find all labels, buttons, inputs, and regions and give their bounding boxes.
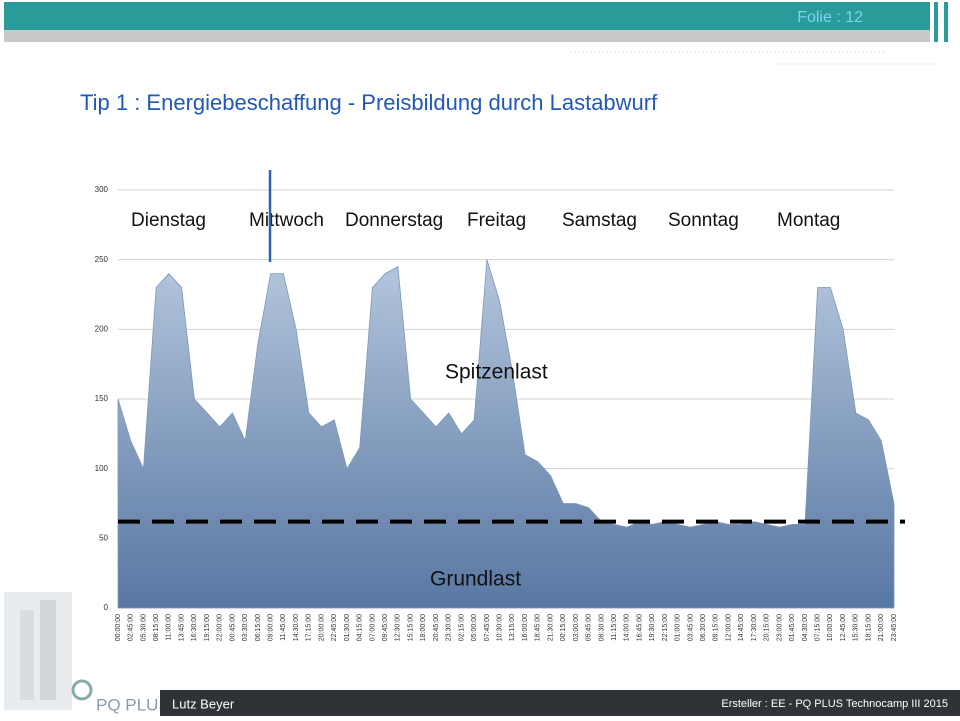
x-tick-label: 14:30:00 — [293, 614, 300, 641]
x-tick-label: 05:30:00 — [140, 614, 147, 641]
x-tick-label: 13:15:00 — [509, 614, 516, 641]
x-tick-label: 09:00:00 — [267, 614, 274, 641]
x-tick-label: 08:30:00 — [598, 614, 605, 641]
x-tick-label: 00:15:00 — [560, 614, 567, 641]
y-tick-label: 300 — [95, 185, 109, 194]
header-edge — [944, 2, 948, 42]
chart: 0 50 100 150 200 250 300 00:00:00 02:45:00 05:30:… — [95, 185, 905, 641]
photo-person — [20, 610, 34, 700]
day-label: Dienstag — [131, 210, 206, 231]
x-tick-label: 22:45:00 — [331, 614, 338, 641]
x-tick-label: 13:45:00 — [178, 614, 185, 641]
x-tick-label: 18:45:00 — [535, 614, 542, 641]
x-tick-label: 09:45:00 — [382, 614, 389, 641]
x-tick-label: 16:45:00 — [636, 614, 643, 641]
x-tick-label: 00:00:00 — [115, 614, 122, 641]
annotation: Spitzenlast — [445, 361, 548, 384]
x-tick-label: 17:15:00 — [306, 614, 313, 641]
day-label: Donnerstag — [345, 210, 443, 231]
x-tick-label: 18:15:00 — [865, 614, 872, 641]
x-tick-label: 03:30:00 — [242, 614, 249, 641]
footer-author: Lutz Beyer — [172, 696, 235, 711]
x-tick-label: 02:45:00 — [128, 614, 135, 641]
x-tick-label: 21:30:00 — [547, 614, 554, 641]
day-label: Mittwoch — [249, 210, 324, 231]
x-tick-label: 01:00:00 — [675, 614, 682, 641]
x-tick-label: 09:15:00 — [713, 614, 720, 641]
x-tick-label: 22:00:00 — [217, 614, 224, 641]
header-stripe — [4, 30, 930, 42]
x-tick-label: 20:45:00 — [433, 614, 440, 641]
area — [117, 259, 895, 609]
logo-mark — [71, 679, 93, 701]
x-tick-label: 06:15:00 — [255, 614, 262, 641]
header-edge — [934, 2, 938, 42]
y-tick-label: 0 — [104, 603, 109, 612]
annotation: Grundlast — [430, 568, 521, 591]
slide-number: Folie : 12 — [797, 9, 863, 26]
x-tick-label: 23:00:00 — [776, 614, 783, 641]
footer-credit: Ersteller : EE - PQ PLUS Technocamp III … — [721, 698, 948, 710]
x-tick-label: 07:15:00 — [815, 614, 822, 641]
x-tick-label: 23:45:00 — [891, 614, 898, 641]
x-tick-label: 11:00:00 — [166, 614, 173, 641]
x-tick-label: 07:00:00 — [369, 614, 376, 641]
x-tick-label: 07:45:00 — [484, 614, 491, 641]
x-tick-label: 00:45:00 — [229, 614, 236, 641]
x-tick-label: 14:00:00 — [624, 614, 631, 641]
y-tick-label: 200 — [95, 324, 109, 333]
photo — [4, 592, 72, 710]
x-tick-label: 17:30:00 — [751, 614, 758, 641]
x-tick-label: 16:30:00 — [191, 614, 198, 641]
x-tick-label: 12:30:00 — [395, 614, 402, 641]
x-tick-label: 10:00:00 — [827, 614, 834, 641]
x-tick-label: 05:45:00 — [586, 614, 593, 641]
y-tick-label: 50 — [99, 533, 108, 542]
x-tick-label: 05:00:00 — [471, 614, 478, 641]
x-tick-label: 06:30:00 — [700, 614, 707, 641]
y-tick-label: 150 — [95, 394, 109, 403]
x-tick-label: 15:30:00 — [853, 614, 860, 641]
x-tick-label: 20:00:00 — [318, 614, 325, 641]
x-tick-label: 20:15:00 — [764, 614, 771, 641]
x-tick-label: 01:45:00 — [789, 614, 796, 641]
x-tick-label: 21:00:00 — [878, 614, 885, 641]
x-tick-label: 12:45:00 — [840, 614, 847, 641]
day-label: Sonntag — [668, 210, 739, 231]
footer-bar — [160, 690, 960, 716]
x-tick-label: 10:30:00 — [496, 614, 503, 641]
x-tick-label: 15:15:00 — [407, 614, 414, 641]
x-tick-label: 23:30:00 — [446, 614, 453, 641]
photo-person — [40, 600, 56, 700]
x-tick-label: 03:45:00 — [687, 614, 694, 641]
logo: PQ PLUS — [96, 695, 170, 714]
day-label: Samstag — [562, 210, 637, 231]
y-tick-label: 100 — [95, 464, 109, 473]
x-tick-label: 19:30:00 — [649, 614, 656, 641]
x-tick-label: 11:15:00 — [611, 614, 618, 641]
x-tick-label: 02:15:00 — [458, 614, 465, 641]
x-tick-label: 04:15:00 — [357, 614, 364, 641]
slide-title: Tip 1 : Energiebeschaffung - Preisbildun… — [80, 90, 658, 115]
day-label: Montag — [777, 210, 840, 231]
x-tick-label: 04:30:00 — [802, 614, 809, 641]
x-tick-label: 19:15:00 — [204, 614, 211, 641]
x-tick-label: 08:15:00 — [153, 614, 160, 641]
x-tick-label: 03:00:00 — [573, 614, 580, 641]
x-tick-label: 14:45:00 — [738, 614, 745, 641]
x-tick-label: 18:00:00 — [420, 614, 427, 641]
x-tick-label: 22:15:00 — [662, 614, 669, 641]
y-tick-label: 250 — [95, 255, 109, 264]
x-tick-label: 01:30:00 — [344, 614, 351, 641]
x-tick-label: 16:00:00 — [522, 614, 529, 641]
x-tick-label: 11:45:00 — [280, 614, 287, 641]
x-tick-label: 12:00:00 — [725, 614, 732, 641]
day-label: Freitag — [467, 210, 526, 231]
